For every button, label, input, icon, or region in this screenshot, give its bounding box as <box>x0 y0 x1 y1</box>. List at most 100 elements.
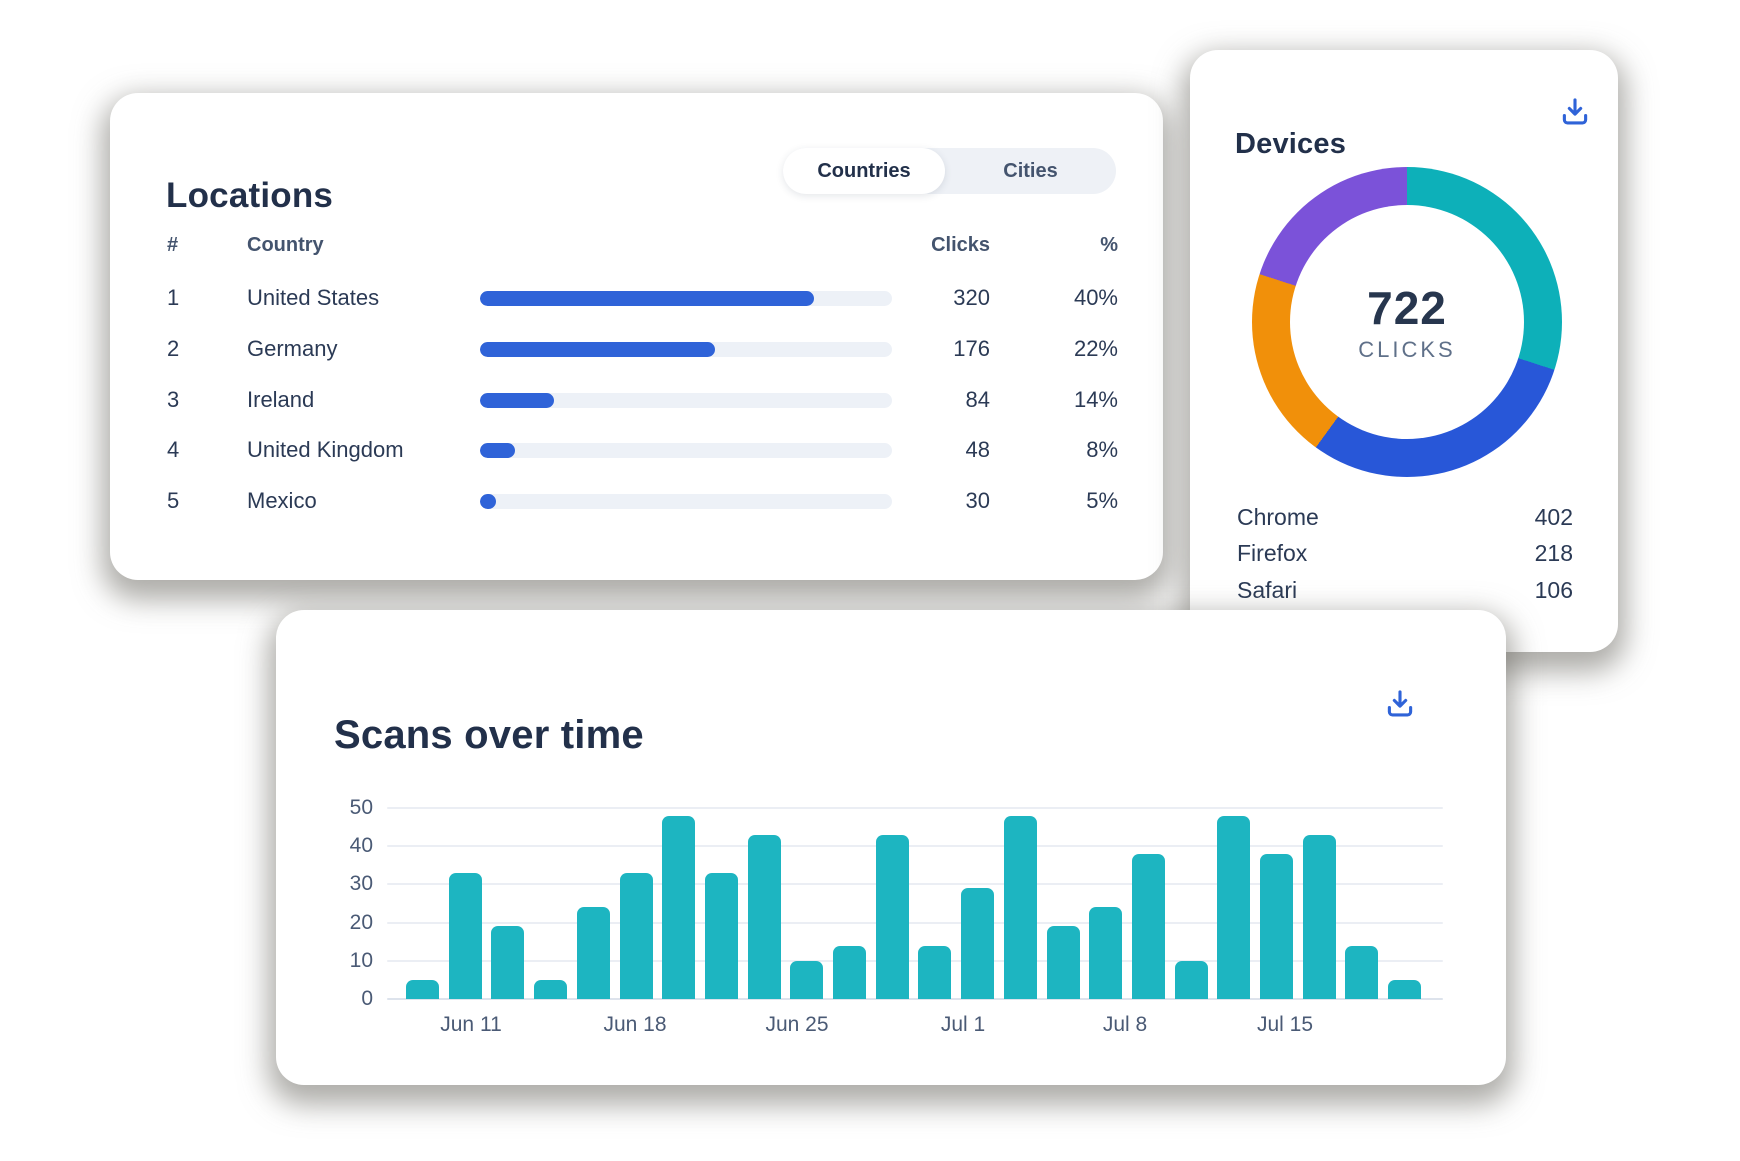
download-icon <box>1562 98 1588 125</box>
locations-table-header: # Country Clicks % <box>110 225 1163 265</box>
legend-row: Firefox 218 <box>1237 536 1573 572</box>
y-tick-label: 30 <box>349 872 373 896</box>
row-rank: 5 <box>167 488 180 513</box>
bar <box>1089 907 1123 999</box>
x-tick-label: Jun 11 <box>440 1013 502 1036</box>
table-row: 5 Mexico 30 5% <box>110 476 1163 526</box>
countries-cities-toggle: Countries Cities <box>783 148 1116 194</box>
gridline <box>387 883 1443 886</box>
download-icon <box>1387 690 1413 717</box>
bar <box>1345 946 1379 999</box>
bar <box>1003 816 1037 999</box>
devices-card: Devices 722 CLICKS Chrome 402 Firefox 218 Sa… <box>1190 50 1618 652</box>
bar <box>534 980 568 999</box>
table-row: 3 Ireland 84 14% <box>110 375 1163 425</box>
column-clicks: Clicks <box>931 233 990 256</box>
bar <box>1174 961 1208 999</box>
gridline <box>387 959 1443 962</box>
column-percent: % <box>1100 233 1118 256</box>
row-clicks: 30 <box>965 488 990 513</box>
gridline <box>387 845 1443 848</box>
row-country: United Kingdom <box>247 437 404 462</box>
x-tick-label: Jul 1 <box>940 1013 986 1036</box>
donut-hole: 722 CLICKS <box>1290 205 1524 439</box>
legend-value: 218 <box>1534 540 1573 566</box>
row-clicks: 176 <box>953 336 990 361</box>
row-clicks: 320 <box>953 285 990 310</box>
clicks-bar-fill <box>480 290 814 306</box>
legend-label: Safari <box>1237 576 1298 603</box>
y-tick-label: 50 <box>349 796 373 819</box>
bar <box>918 946 952 999</box>
table-row: 4 United Kingdom 48 8% <box>110 425 1163 475</box>
row-rank: 4 <box>167 437 180 462</box>
row-bar-cell <box>480 290 892 306</box>
gridline <box>387 998 1443 1000</box>
bar <box>491 926 525 999</box>
row-percent: 5% <box>1086 488 1118 513</box>
row-clicks: 84 <box>965 387 990 412</box>
clicks-bar-track <box>480 341 892 357</box>
bar <box>833 946 866 999</box>
locations-title: Locations <box>166 176 334 216</box>
clicks-bar-track <box>480 493 892 509</box>
bar <box>1260 854 1293 999</box>
row-rank: 2 <box>167 336 180 361</box>
row-percent: 8% <box>1086 437 1118 462</box>
y-tick-label: 40 <box>349 834 373 858</box>
scans-card: Scans over time 0 10 20 30 40 50 Jun 11 Jun 18… <box>276 610 1506 1085</box>
scans-download-button[interactable] <box>1383 687 1417 721</box>
bar <box>875 835 909 999</box>
scans-title: Scans over time <box>334 713 644 758</box>
clicks-bar-track <box>480 290 892 306</box>
y-tick-label: 0 <box>361 987 373 1010</box>
row-bar-cell <box>480 493 892 509</box>
row-rank: 1 <box>167 285 180 310</box>
bar <box>1217 816 1251 999</box>
bar <box>406 980 439 999</box>
row-bar-cell <box>480 341 892 357</box>
donut-chart: 722 CLICKS <box>1252 167 1562 477</box>
tab-cities[interactable]: Cities <box>945 148 1116 194</box>
clicks-bar-fill <box>480 442 515 458</box>
bar <box>1046 926 1080 999</box>
bar <box>1131 854 1165 999</box>
clicks-bar-fill <box>480 341 715 357</box>
legend-row: Safari 106 <box>1237 572 1573 608</box>
legend-row: Chrome 402 <box>1237 499 1573 535</box>
x-tick-label: Jul 8 <box>1102 1013 1148 1036</box>
row-country: Mexico <box>247 488 317 513</box>
bar <box>747 835 781 999</box>
legend-value: 106 <box>1534 576 1573 603</box>
row-clicks: 48 <box>965 437 990 462</box>
bar <box>448 873 482 999</box>
row-country: Germany <box>247 336 338 361</box>
row-rank: 3 <box>167 387 180 412</box>
x-tick-label: Jul 15 <box>1256 1013 1314 1036</box>
row-bar-cell <box>480 392 892 408</box>
legend-value: 402 <box>1534 503 1573 530</box>
x-tick-label: Jun 25 <box>765 1013 829 1036</box>
y-tick-label: 10 <box>349 948 373 972</box>
row-bar-cell <box>480 442 892 458</box>
table-row: 1 United States 320 40% <box>110 273 1163 323</box>
table-row: 2 Germany 176 22% <box>110 324 1163 374</box>
row-country: Ireland <box>247 387 315 412</box>
locations-card: Locations Countries Cities # Country Cli… <box>110 93 1163 580</box>
bar-chart-plot <box>387 807 1443 1000</box>
bar <box>704 873 738 999</box>
legend-label: Chrome <box>1237 503 1319 530</box>
column-country: Country <box>247 233 324 256</box>
devices-download-button[interactable] <box>1558 95 1592 129</box>
tab-countries[interactable]: Countries <box>783 148 945 194</box>
clicks-bar-track <box>480 442 892 458</box>
row-percent: 40% <box>1073 285 1118 310</box>
clicks-bar-fill <box>480 392 554 408</box>
bar <box>790 961 824 999</box>
donut-center-value: 722 <box>1367 282 1447 334</box>
bar <box>1388 980 1422 999</box>
bar <box>1302 835 1336 999</box>
bar <box>662 816 696 999</box>
gridline <box>387 807 1443 809</box>
